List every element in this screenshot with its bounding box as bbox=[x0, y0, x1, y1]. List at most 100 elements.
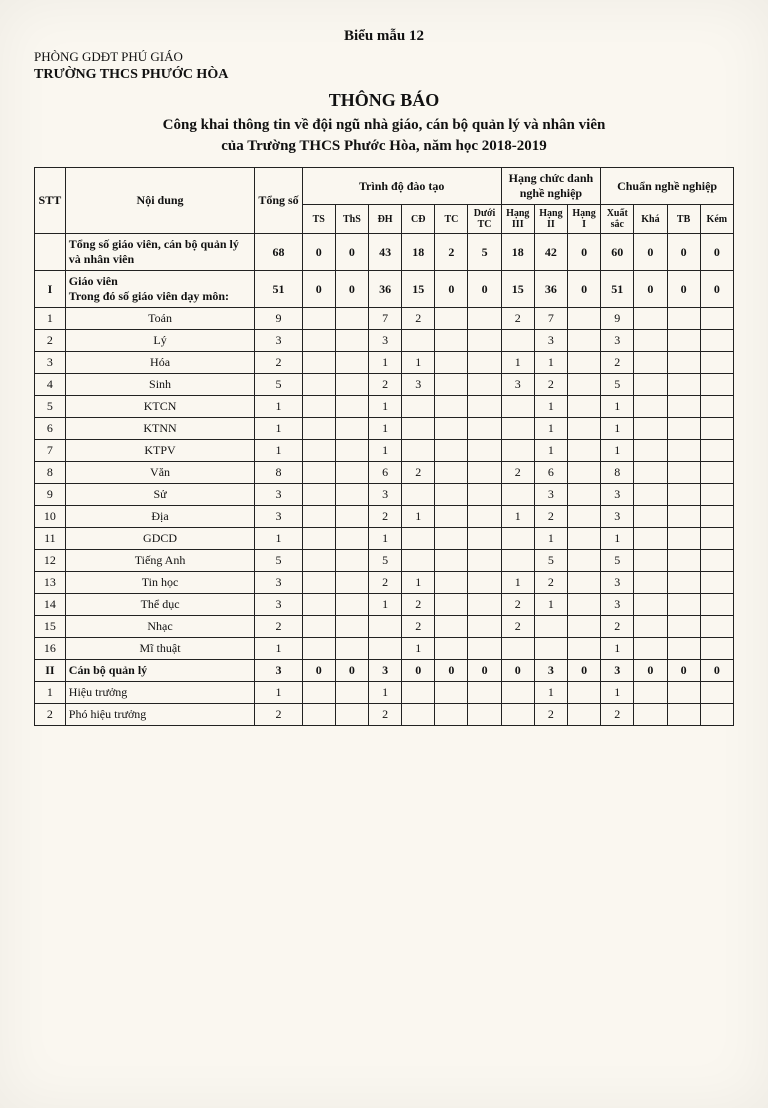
cell-value: 1 bbox=[534, 352, 567, 374]
table-row: 2Lý3333 bbox=[35, 330, 734, 352]
cell-stt: 2 bbox=[35, 330, 66, 352]
cell-value bbox=[402, 528, 435, 550]
cell-value bbox=[435, 528, 468, 550]
cell-value: 3 bbox=[601, 506, 634, 528]
cell-value: 0 bbox=[700, 271, 733, 308]
cell-value bbox=[667, 682, 700, 704]
cell-value bbox=[634, 594, 667, 616]
cell-value: 2 bbox=[402, 594, 435, 616]
cell-value: 0 bbox=[335, 271, 368, 308]
cell-stt: 12 bbox=[35, 550, 66, 572]
cell-value bbox=[335, 396, 368, 418]
cell-value: 15 bbox=[402, 271, 435, 308]
cell-value: 9 bbox=[601, 308, 634, 330]
cell-value bbox=[700, 418, 733, 440]
cell-value bbox=[567, 572, 600, 594]
cell-noidung: Sinh bbox=[65, 374, 255, 396]
cell-value bbox=[667, 572, 700, 594]
cell-value bbox=[435, 704, 468, 726]
table-row: 13Tin học321123 bbox=[35, 572, 734, 594]
cell-value bbox=[567, 440, 600, 462]
cell-tongso: 9 bbox=[255, 308, 302, 330]
cell-noidung: Hiệu trưởng bbox=[65, 682, 255, 704]
cell-value: 1 bbox=[402, 572, 435, 594]
cell-value bbox=[634, 704, 667, 726]
cell-value bbox=[302, 484, 335, 506]
page-title: THÔNG BÁO bbox=[34, 90, 734, 111]
cell-value: 2 bbox=[501, 616, 534, 638]
cell-value: 2 bbox=[402, 308, 435, 330]
cell-value: 0 bbox=[667, 271, 700, 308]
cell-value bbox=[667, 506, 700, 528]
cell-value bbox=[435, 374, 468, 396]
cell-value bbox=[634, 638, 667, 660]
cell-noidung: Hóa bbox=[65, 352, 255, 374]
cell-noidung: Tin học bbox=[65, 572, 255, 594]
cell-value: 2 bbox=[501, 462, 534, 484]
cell-value: 5 bbox=[601, 550, 634, 572]
cell-value bbox=[700, 528, 733, 550]
cell-value bbox=[468, 638, 501, 660]
th-kem: Kém bbox=[700, 205, 733, 234]
cell-value bbox=[335, 550, 368, 572]
cell-value bbox=[667, 638, 700, 660]
cell-value bbox=[567, 682, 600, 704]
cell-value bbox=[468, 418, 501, 440]
cell-value bbox=[501, 704, 534, 726]
cell-value: 1 bbox=[601, 528, 634, 550]
cell-tongso: 3 bbox=[255, 594, 302, 616]
cell-value: 1 bbox=[369, 528, 402, 550]
subtitle-line-1: Công khai thông tin về đội ngũ nhà giáo,… bbox=[163, 117, 606, 133]
cell-value: 2 bbox=[435, 234, 468, 271]
th-duoitc: Dưới TC bbox=[468, 205, 501, 234]
cell-value bbox=[667, 374, 700, 396]
cell-value bbox=[501, 418, 534, 440]
cell-value bbox=[634, 682, 667, 704]
cell-value: 1 bbox=[501, 572, 534, 594]
cell-value: 2 bbox=[369, 506, 402, 528]
th-tongso: Tổng số bbox=[255, 168, 302, 234]
table-body: Tổng số giáo viên, cán bộ quản lý và nhâ… bbox=[35, 234, 734, 726]
cell-value: 1 bbox=[369, 594, 402, 616]
cell-noidung: Thể dục bbox=[65, 594, 255, 616]
cell-tongso: 2 bbox=[255, 616, 302, 638]
cell-value: 7 bbox=[534, 308, 567, 330]
cell-value: 2 bbox=[601, 704, 634, 726]
th-trinhdo: Trình độ đào tạo bbox=[302, 168, 501, 205]
cell-value bbox=[468, 528, 501, 550]
cell-stt: 1 bbox=[35, 682, 66, 704]
cell-value: 5 bbox=[601, 374, 634, 396]
cell-value bbox=[634, 440, 667, 462]
cell-value: 1 bbox=[601, 396, 634, 418]
cell-value bbox=[634, 352, 667, 374]
cell-value bbox=[501, 682, 534, 704]
cell-noidung: Văn bbox=[65, 462, 255, 484]
cell-value bbox=[302, 352, 335, 374]
cell-value bbox=[567, 616, 600, 638]
cell-value bbox=[435, 550, 468, 572]
cell-value bbox=[634, 374, 667, 396]
cell-noidung: Tổng số giáo viên, cán bộ quản lý và nhâ… bbox=[65, 234, 255, 271]
cell-value: 1 bbox=[402, 352, 435, 374]
staff-table: STT Nội dung Tổng số Trình độ đào tạo Hạ… bbox=[34, 167, 734, 726]
cell-noidung: Mĩ thuật bbox=[65, 638, 255, 660]
cell-stt: 13 bbox=[35, 572, 66, 594]
cell-value bbox=[468, 462, 501, 484]
cell-value: 0 bbox=[402, 660, 435, 682]
cell-value bbox=[302, 572, 335, 594]
table-row: IICán bộ quản lý30030000303000 bbox=[35, 660, 734, 682]
th-stt: STT bbox=[35, 168, 66, 234]
cell-value bbox=[335, 704, 368, 726]
cell-stt: 14 bbox=[35, 594, 66, 616]
cell-value bbox=[567, 352, 600, 374]
cell-value: 0 bbox=[435, 660, 468, 682]
cell-stt: 5 bbox=[35, 396, 66, 418]
cell-value: 1 bbox=[534, 682, 567, 704]
cell-value bbox=[335, 330, 368, 352]
cell-value bbox=[634, 528, 667, 550]
cell-value: 6 bbox=[369, 462, 402, 484]
cell-value: 18 bbox=[501, 234, 534, 271]
cell-value bbox=[501, 440, 534, 462]
table-row: 14Thể dục312213 bbox=[35, 594, 734, 616]
cell-value: 1 bbox=[534, 396, 567, 418]
